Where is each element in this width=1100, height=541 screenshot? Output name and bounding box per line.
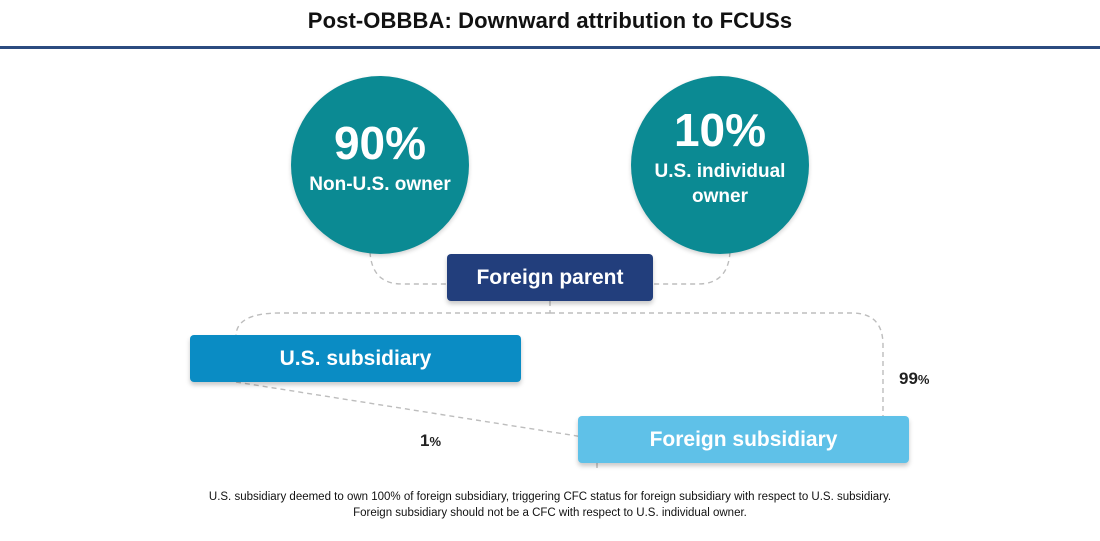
owner-circle-us-individual: 10% U.S. individual owner bbox=[631, 76, 809, 254]
owner-label: U.S. individual owner bbox=[654, 161, 786, 207]
page-title: Post-OBBBA: Downward attribution to FCUS… bbox=[307, 8, 793, 33]
ownership-number: 1 bbox=[420, 431, 430, 450]
foreign-subsidiary-box: Foreign subsidiary bbox=[578, 416, 909, 463]
ownership-unit: % bbox=[429, 434, 442, 449]
footnote: U.S. subsidiary deemed to own 100% of fo… bbox=[0, 489, 1100, 521]
connector-nonus-owner-to-parent bbox=[369, 251, 447, 285]
ownership-label-1: 1% bbox=[420, 431, 441, 451]
owner-percent: 10% bbox=[673, 104, 767, 156]
owner-label: Non-U.S. owner bbox=[309, 173, 451, 195]
connector-us-owner-to-parent bbox=[653, 251, 731, 285]
footnote-line-1: U.S. subsidiary deemed to own 100% of fo… bbox=[208, 491, 892, 503]
us-subsidiary-box: U.S. subsidiary bbox=[190, 335, 521, 382]
owner-circle-non-us: 90% Non-U.S. owner bbox=[291, 76, 469, 254]
ownership-unit: % bbox=[917, 372, 930, 387]
ownership-label-99: 99% bbox=[899, 369, 929, 389]
connector-us-subsidiary-to-foreign-subsidiary bbox=[235, 381, 597, 440]
connector-parent-to-foreign-subsidiary bbox=[550, 312, 884, 416]
ownership-number: 99 bbox=[899, 369, 918, 388]
footnote-line-2: Foreign subsidiary should not be a CFC w… bbox=[353, 507, 747, 519]
foreign-parent-box: Foreign parent bbox=[447, 254, 653, 301]
owner-percent: 90% bbox=[333, 116, 427, 169]
title-divider bbox=[0, 46, 1100, 49]
connector-parent-to-us-subsidiary bbox=[235, 312, 550, 337]
